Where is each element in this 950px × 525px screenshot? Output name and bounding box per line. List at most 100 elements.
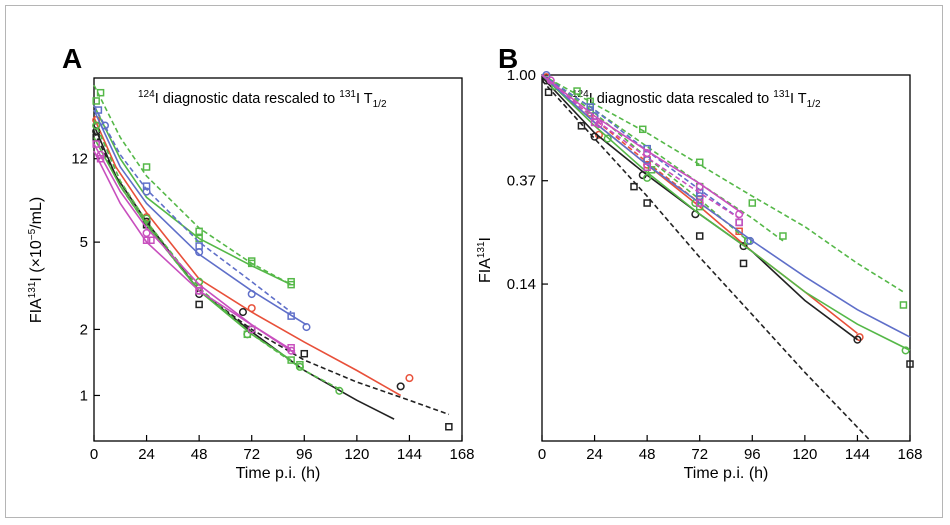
data-point — [853, 335, 862, 344]
data-point — [643, 148, 652, 158]
x-tick-label: 24 — [138, 446, 155, 463]
y-tick-label: 0.14 — [507, 276, 536, 293]
ticks-b: 0 24 48 72 96 120 144 168 0.14 0.37 1.00 — [507, 67, 923, 463]
data-point — [577, 122, 586, 130]
series-7 — [93, 137, 304, 369]
data-point — [247, 325, 256, 334]
data-point — [643, 173, 652, 182]
x-tick-label: 168 — [897, 446, 922, 463]
data-point — [287, 346, 296, 355]
series-line — [93, 105, 292, 286]
y-axis-label-b: FIA131I — [476, 237, 494, 283]
data-point — [142, 236, 151, 244]
data-point — [142, 182, 151, 190]
data-point — [92, 97, 100, 105]
data-point — [639, 125, 647, 134]
annotation-a: 124I diagnostic data rescaled to 131I T1… — [138, 89, 387, 110]
data-point — [96, 150, 105, 159]
y-tick-label: 2 — [80, 321, 88, 338]
data-point — [603, 134, 612, 143]
data-point — [92, 121, 101, 130]
series-5 — [93, 84, 295, 289]
series-8 — [93, 109, 311, 332]
series-9 — [93, 105, 295, 320]
series-4 — [541, 79, 914, 442]
x-tick-label: 24 — [586, 446, 603, 463]
series-line — [541, 74, 749, 242]
series-line — [93, 117, 402, 397]
series-line — [93, 119, 340, 390]
data-point — [544, 88, 553, 97]
data-point — [643, 199, 651, 207]
series-line — [93, 143, 296, 355]
x-tick-label: 72 — [243, 446, 260, 463]
series-line — [541, 74, 911, 338]
x-tick-label: 0 — [538, 446, 546, 463]
series-line — [93, 109, 307, 326]
data-point — [247, 259, 256, 268]
data-point — [247, 304, 256, 313]
x-tick-label: 96 — [296, 446, 313, 463]
data-point — [142, 228, 151, 238]
series-line — [541, 74, 740, 219]
data-point — [195, 227, 203, 236]
series-6 — [92, 119, 344, 395]
data-point — [643, 163, 651, 171]
data-point — [195, 286, 204, 295]
data-point — [94, 106, 103, 114]
data-point — [247, 289, 256, 299]
panel-letter-a: A — [62, 43, 82, 74]
data-point — [243, 330, 252, 339]
y-tick-label: 1.00 — [507, 67, 536, 84]
data-point — [300, 349, 309, 358]
y-tick-label: 5 — [80, 234, 88, 251]
x-axis-label-b: Time p.i. (h) — [684, 465, 769, 482]
data-point — [405, 374, 414, 383]
annotation-b: 124I diagnostic data rescaled to 131I T1… — [572, 89, 821, 110]
data-point — [695, 158, 704, 167]
panel-letter-b: B — [498, 43, 518, 74]
data-point — [287, 312, 295, 320]
data-point — [695, 182, 704, 191]
x-tick-label: 120 — [344, 446, 369, 463]
x-tick-label: 120 — [792, 446, 817, 463]
data-point — [586, 103, 594, 111]
panel-a: A 124I diagnostic data rescaled to 131I … — [27, 43, 475, 482]
y-axis-label-a: FIA131I (×10−5/mL) — [27, 197, 45, 323]
data-point — [195, 300, 203, 309]
data-point — [735, 218, 743, 227]
x-tick-label: 96 — [744, 446, 761, 463]
panel-b: B 124I diagnostic data rescaled to 131I … — [476, 43, 923, 482]
data-point — [901, 346, 910, 355]
data-point — [630, 182, 638, 191]
data-point — [296, 361, 304, 369]
plot-area-b — [541, 74, 911, 442]
x-axis-label-a: Time p.i. (h) — [236, 465, 321, 482]
data-point — [573, 87, 581, 95]
x-tick-label: 0 — [90, 446, 98, 463]
y-tick-label: 12 — [71, 151, 88, 168]
x-tick-label: 48 — [639, 446, 656, 463]
data-point — [546, 76, 555, 85]
series-line — [541, 74, 911, 352]
data-point — [906, 360, 914, 368]
data-point — [147, 236, 155, 244]
data-point — [445, 423, 453, 431]
series-line — [93, 137, 292, 361]
data-point — [396, 382, 405, 391]
x-tick-label: 144 — [845, 446, 870, 463]
data-point — [302, 323, 311, 332]
plot-area-a — [93, 77, 463, 442]
series-line — [93, 125, 395, 420]
series-line — [93, 150, 292, 351]
figure-frame — [5, 5, 943, 518]
series-6 — [541, 74, 908, 309]
series-line — [541, 74, 904, 293]
series-2 — [92, 125, 405, 420]
series-11 — [93, 143, 296, 355]
data-point — [287, 280, 295, 289]
series-12 — [541, 74, 743, 227]
x-tick-label: 144 — [397, 446, 422, 463]
data-point — [779, 232, 787, 240]
